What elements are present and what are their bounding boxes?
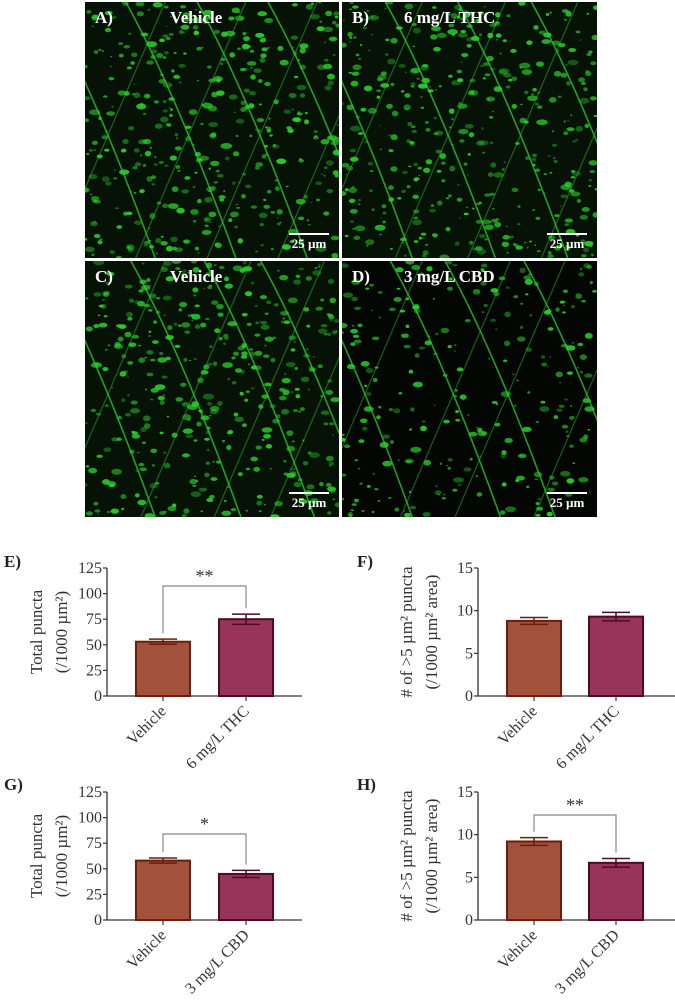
x-category-label: 6 mg/L THC <box>553 703 623 773</box>
y-tick-label: 0 <box>465 688 473 705</box>
bar-treatment <box>218 618 274 697</box>
bar-vehicle <box>135 640 191 697</box>
panel-letter: C) <box>95 267 113 286</box>
x-category-label: 3 mg/L CBD <box>552 927 623 998</box>
microscopy-grid: A) Vehicle 25 µm B) 6 mg/L THC 25 µm C) … <box>85 2 597 517</box>
y-tick-label: 15 <box>457 560 473 577</box>
micrograph-texture <box>342 261 597 517</box>
scale-bar: 25 µm <box>287 492 331 511</box>
chart-svg: 0 25 50 75 100 125 Total puncta (/1000 µm²) Vehi… <box>27 560 302 773</box>
y-axis-label: Total puncta <box>27 589 46 674</box>
y-axis-label-units: (/1000 µm² area) <box>422 575 441 690</box>
y-tick-label: 0 <box>94 912 102 929</box>
panel-title: Vehicle <box>170 8 223 27</box>
y-tick-label: 75 <box>86 611 102 628</box>
x-category-label: Vehicle <box>124 927 170 973</box>
y-tick-label: 75 <box>86 835 102 852</box>
significance-stars: ** <box>196 566 214 586</box>
bar-vehicle <box>506 840 562 921</box>
panel-title: 3 mg/L CBD <box>404 267 495 286</box>
y-tick-label: 100 <box>78 586 102 603</box>
significance-bracket <box>162 833 247 865</box>
micrograph-texture <box>85 2 339 258</box>
panel-title: 6 mg/L THC <box>404 8 496 27</box>
bar-chart-e: 0 25 50 75 100 125 Total puncta (/1000 µm²) Vehi… <box>0 540 340 773</box>
y-tick-label: 10 <box>457 827 473 844</box>
significance-bracket <box>162 585 247 634</box>
scale-bar: 25 µm <box>545 233 589 252</box>
bar-treatment <box>588 861 644 921</box>
bar-chart-g: 0 25 50 75 100 125 Total puncta (/1000 µm²) Vehi… <box>0 770 340 1005</box>
micrograph-d: D) 3 mg/L CBD 25 µm <box>342 261 597 517</box>
y-axis-label: # of >5 µm² puncta <box>397 790 416 922</box>
significance-bracket <box>533 814 617 853</box>
panel-letter-e: E) <box>4 552 21 571</box>
micrograph-texture <box>85 261 339 517</box>
significance-stars: ** <box>566 795 584 815</box>
y-axis-label-units: (/1000 µm²) <box>52 591 71 673</box>
y-tick-label: 10 <box>457 603 473 620</box>
scale-bar: 25 µm <box>545 492 589 511</box>
bar-chart-h: 0 5 10 15 # of >5 µm² puncta (/1000 µm² area)… <box>340 770 675 1005</box>
micrograph-texture <box>342 2 597 258</box>
x-category-label: 3 mg/L CBD <box>182 927 253 998</box>
y-tick-label: 25 <box>86 886 102 903</box>
x-category-label: Vehicle <box>495 703 541 749</box>
panel-letter-h: H) <box>357 775 376 794</box>
y-tick-label: 15 <box>457 784 473 801</box>
bar-treatment <box>218 872 274 921</box>
x-category-label: Vehicle <box>495 927 541 973</box>
panel-letter-g: G) <box>4 775 23 794</box>
y-axis-label: # of >5 µm² puncta <box>397 566 416 698</box>
panel-letter: B) <box>352 8 369 27</box>
micrograph-b: B) 6 mg/L THC 25 µm <box>342 2 597 258</box>
x-category-label: Vehicle <box>124 703 170 749</box>
y-tick-label: 0 <box>465 912 473 929</box>
y-tick-label: 0 <box>94 688 102 705</box>
micrograph-a: A) Vehicle 25 µm <box>85 2 339 258</box>
bar-treatment <box>588 615 644 697</box>
y-tick-label: 5 <box>465 645 473 662</box>
panel-letter-f: F) <box>357 552 374 571</box>
micrograph-c: C) Vehicle 25 µm <box>85 261 339 517</box>
bar-vehicle <box>506 619 562 697</box>
bar-chart-f: 0 5 10 15 # of >5 µm² puncta (/1000 µm² area)… <box>340 540 675 773</box>
y-axis-label-units: (/1000 µm²) <box>52 815 71 897</box>
panel-title: Vehicle <box>170 267 223 286</box>
panel-letter: A) <box>95 8 113 27</box>
chart-svg: 0 5 10 15 # of >5 µm² puncta (/1000 µm² area)… <box>397 784 675 998</box>
scale-bar: 25 µm <box>287 233 331 252</box>
chart-svg: 0 25 50 75 100 125 Total puncta (/1000 µm²) Vehi… <box>27 784 302 998</box>
y-tick-label: 125 <box>78 784 102 801</box>
y-axis-label-units: (/1000 µm² area) <box>422 799 441 914</box>
bar-vehicle <box>135 859 191 921</box>
y-axis-label: Total puncta <box>27 813 46 898</box>
y-tick-label: 50 <box>86 637 102 654</box>
y-tick-label: 5 <box>465 869 473 886</box>
y-tick-label: 100 <box>78 810 102 827</box>
y-tick-label: 125 <box>78 560 102 577</box>
y-tick-label: 50 <box>86 861 102 878</box>
significance-stars: * <box>200 814 209 834</box>
x-category-label: 6 mg/L THC <box>183 703 253 773</box>
panel-letter: D) <box>352 267 370 286</box>
chart-svg: 0 5 10 15 # of >5 µm² puncta (/1000 µm² area)… <box>397 560 675 773</box>
y-tick-label: 25 <box>86 662 102 679</box>
